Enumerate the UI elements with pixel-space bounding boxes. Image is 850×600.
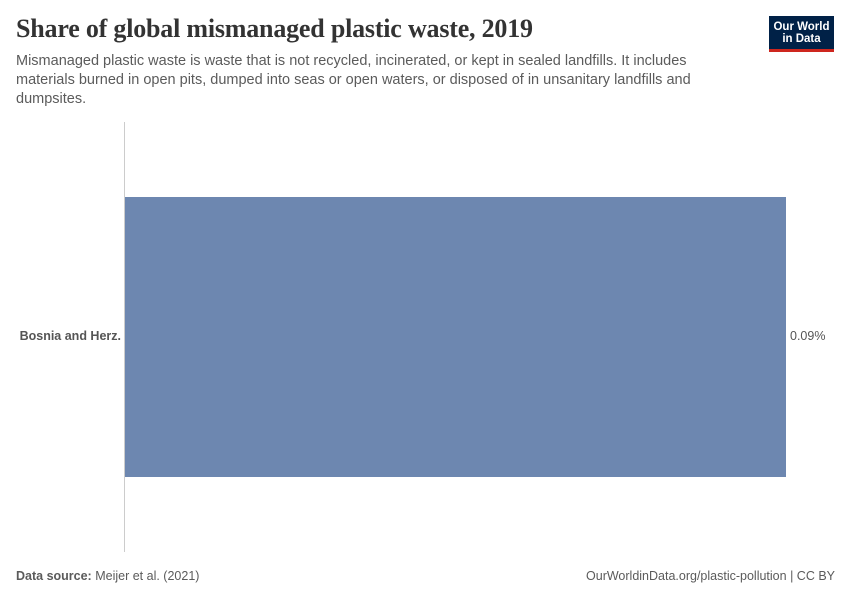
value-label: 0.09% bbox=[790, 329, 826, 343]
owid-logo[interactable]: Our World in Data bbox=[769, 16, 834, 52]
license-link[interactable]: CC BY bbox=[796, 569, 835, 583]
source-link[interactable]: OurWorldinData.org/plastic-pollution bbox=[586, 569, 787, 583]
data-source: Data source: Meijer et al. (2021) bbox=[16, 569, 199, 583]
category-label: Bosnia and Herz. bbox=[19, 329, 121, 343]
chart-title: Share of global mismanaged plastic waste… bbox=[16, 14, 533, 43]
data-source-label: Data source: bbox=[16, 569, 92, 583]
footer-separator: | bbox=[790, 569, 794, 583]
logo-text: Our World in Data bbox=[773, 20, 830, 45]
data-source-value: Meijer et al. (2021) bbox=[95, 569, 200, 583]
chart-subtitle: Mismanaged plastic waste is waste that i… bbox=[16, 53, 691, 107]
footer-credit: OurWorldinData.org/plastic-pollution | C… bbox=[586, 569, 835, 583]
bar[interactable] bbox=[125, 197, 786, 477]
